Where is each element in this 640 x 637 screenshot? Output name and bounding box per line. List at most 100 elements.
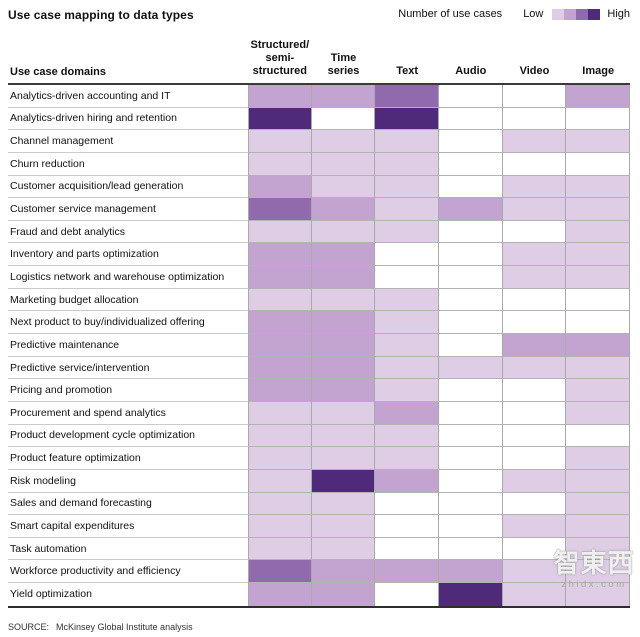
heatmap-cell bbox=[439, 537, 503, 561]
heatmap-cell bbox=[502, 583, 567, 606]
heatmap-row: Churn reduction bbox=[8, 152, 630, 176]
heatmap-row: Inventory and parts optimization bbox=[8, 243, 630, 267]
heatmap-cell bbox=[311, 469, 376, 493]
heatmap-row: Marketing budget allocation bbox=[8, 288, 630, 312]
heatmap-row: Workforce productivity and efficiency bbox=[8, 560, 630, 584]
heatmap-cell bbox=[248, 583, 312, 606]
heatmap-cell bbox=[375, 85, 439, 108]
row-label: Sales and demand forecasting bbox=[8, 493, 248, 516]
heatmap-cell bbox=[248, 560, 312, 584]
heatmap-cell bbox=[375, 356, 439, 380]
heatmap-cell bbox=[566, 152, 630, 176]
heatmap-cell bbox=[502, 311, 567, 335]
heatmap-cell bbox=[375, 311, 439, 335]
heatmap-cell bbox=[566, 560, 630, 584]
heatmap-cell bbox=[311, 288, 376, 312]
legend-swatch bbox=[552, 8, 565, 20]
heatmap-cell bbox=[375, 401, 439, 425]
heatmap-cell bbox=[502, 492, 567, 516]
heatmap-row: Logistics network and warehouse optimiza… bbox=[8, 266, 630, 289]
heatmap-cell bbox=[439, 85, 503, 108]
heatmap-body: Analytics-driven accounting and IT Analyt… bbox=[8, 85, 630, 608]
heatmap-row: Fraud and debt analytics bbox=[8, 220, 630, 244]
heatmap-cell bbox=[566, 220, 630, 244]
heatmap-cell bbox=[566, 243, 630, 267]
heatmap-cell bbox=[439, 356, 503, 380]
heatmap-cell bbox=[502, 152, 567, 176]
row-label: Inventory and parts optimization bbox=[8, 243, 248, 267]
heatmap-row: Product feature optimization bbox=[8, 447, 630, 470]
column-header: Audio bbox=[455, 65, 487, 77]
source-text: McKinsey Global Institute analysis bbox=[56, 622, 193, 632]
heatmap-cell bbox=[248, 515, 312, 538]
heatmap-cell bbox=[502, 266, 567, 289]
heatmap-cell bbox=[375, 447, 439, 470]
legend-color-scale bbox=[552, 8, 601, 20]
heatmap-cell bbox=[566, 401, 630, 425]
heatmap-cell bbox=[375, 243, 439, 267]
heatmap-row: Next product to buy/individualized offer… bbox=[8, 311, 630, 335]
heatmap-cell bbox=[502, 515, 567, 538]
heatmap-cell bbox=[439, 107, 503, 131]
heatmap-cell bbox=[248, 537, 312, 561]
heatmap-cell bbox=[439, 401, 503, 425]
heatmap-cell bbox=[439, 492, 503, 516]
heatmap-cell bbox=[502, 424, 567, 448]
heatmap-cell bbox=[566, 85, 630, 108]
heatmap-cell bbox=[566, 266, 630, 289]
heatmap-cell bbox=[248, 288, 312, 312]
heatmap-cell bbox=[248, 379, 312, 402]
heatmap-cell bbox=[502, 537, 567, 561]
heatmap-cell bbox=[375, 107, 439, 131]
heatmap-cell bbox=[311, 152, 376, 176]
heatmap-row: Analytics-driven hiring and retention bbox=[8, 107, 630, 131]
heatmap-cell bbox=[439, 379, 503, 402]
heatmap-cell bbox=[439, 560, 503, 584]
heatmap-cell bbox=[311, 356, 376, 380]
heatmap-cell bbox=[502, 334, 567, 357]
row-label: Channel management bbox=[8, 130, 248, 153]
row-label: Analytics-driven hiring and retention bbox=[8, 108, 248, 131]
heatmap-cell bbox=[502, 198, 567, 221]
heatmap-cell bbox=[566, 175, 630, 199]
heatmap-cell bbox=[375, 198, 439, 221]
heatmap-cell bbox=[439, 288, 503, 312]
column-header: Video bbox=[519, 65, 550, 77]
heatmap-cell bbox=[502, 469, 567, 493]
heatmap-cell bbox=[502, 447, 567, 470]
legend-low-label: Low bbox=[523, 8, 544, 20]
heatmap-row: Customer service management bbox=[8, 198, 630, 221]
heatmap-cell bbox=[502, 107, 567, 131]
heatmap-cell bbox=[375, 334, 439, 357]
chart-title: Use case mapping to data types bbox=[8, 8, 194, 22]
heatmap-cell bbox=[439, 243, 503, 267]
heatmap-cell bbox=[439, 130, 503, 153]
heatmap-cell bbox=[566, 469, 630, 493]
source-note: SOURCE: McKinsey Global Institute analysi… bbox=[8, 622, 193, 632]
heatmap-cell bbox=[248, 243, 312, 267]
heatmap-cell bbox=[566, 198, 630, 221]
heatmap-cell bbox=[311, 243, 376, 267]
row-label: Next product to buy/individualized offer… bbox=[8, 311, 248, 335]
heatmap-cell bbox=[311, 583, 376, 606]
source-label: SOURCE: bbox=[8, 622, 50, 632]
heatmap-cell bbox=[566, 492, 630, 516]
heatmap-cell bbox=[248, 401, 312, 425]
heatmap-cell bbox=[566, 515, 630, 538]
heatmap-cell bbox=[439, 266, 503, 289]
heatmap-cell bbox=[502, 288, 567, 312]
heatmap-cell bbox=[311, 198, 376, 221]
row-label: Predictive service/intervention bbox=[8, 357, 248, 380]
heatmap-cell bbox=[311, 379, 376, 402]
heatmap-cell bbox=[566, 130, 630, 153]
heatmap-cell bbox=[439, 175, 503, 199]
row-label: Customer acquisition/lead generation bbox=[8, 176, 248, 199]
row-label: Yield optimization bbox=[10, 588, 92, 601]
column-header-row: Use case domains Structured/semi-structu… bbox=[8, 38, 630, 85]
heatmap-cell bbox=[248, 198, 312, 221]
heatmap-cell bbox=[311, 515, 376, 538]
heatmap-cell bbox=[311, 266, 376, 289]
column-header: Image bbox=[582, 65, 615, 77]
row-label: Customer service management bbox=[8, 198, 248, 221]
heatmap-row: Task automation bbox=[8, 537, 630, 561]
